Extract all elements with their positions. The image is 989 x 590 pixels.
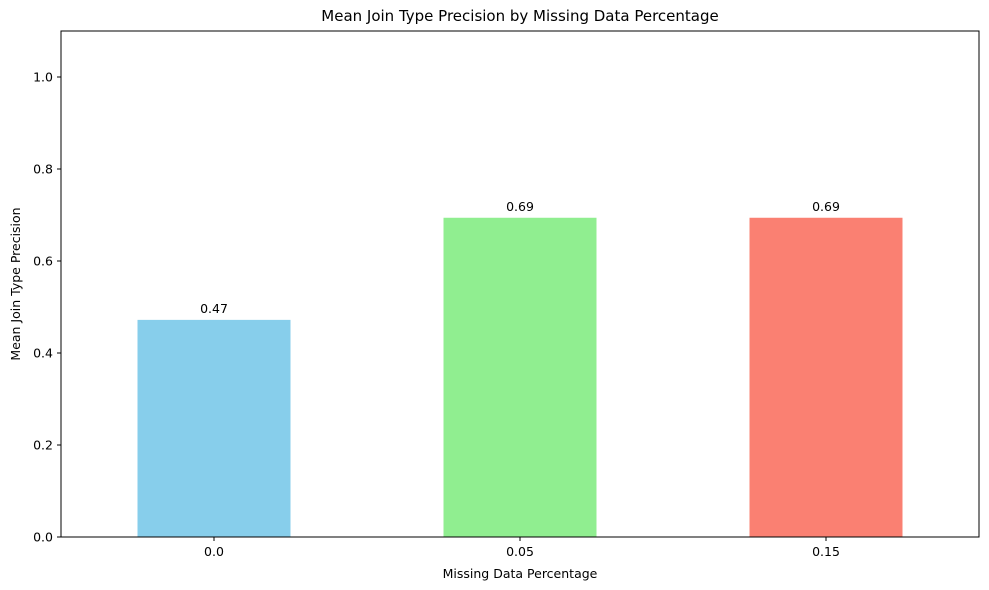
x-tick-label: 0.0 — [204, 544, 224, 559]
x-tick-label: 0.15 — [812, 544, 840, 559]
bar-value-label: 0.69 — [812, 199, 840, 214]
bar-0.0 — [137, 319, 291, 537]
x-axis-label: Missing Data Percentage — [443, 566, 598, 581]
y-axis: 0.0 0.2 0.4 0.6 0.8 1.0 — [33, 70, 61, 545]
plot-area: 0.47 0.69 0.69 — [60, 30, 980, 538]
bar-0.05 — [443, 217, 597, 537]
y-tick-label: 1.0 — [33, 70, 53, 85]
y-tick-label: 0.4 — [33, 346, 53, 361]
y-tick-label: 0.8 — [33, 162, 53, 177]
bar-value-label: 0.69 — [506, 199, 534, 214]
chart-title: Mean Join Type Precision by Missing Data… — [321, 7, 718, 25]
bar-0.15 — [749, 217, 903, 537]
bar-value-label: 0.47 — [200, 301, 228, 316]
y-tick-label: 0.0 — [33, 530, 53, 545]
y-axis-label: Mean Join Type Precision — [8, 207, 23, 360]
y-tick-label: 0.6 — [33, 254, 53, 269]
bar-series — [137, 217, 903, 537]
bar-value-labels: 0.47 0.69 0.69 — [200, 199, 840, 316]
y-tick-label: 0.2 — [33, 438, 53, 453]
x-tick-label: 0.05 — [506, 544, 534, 559]
x-axis: 0.0 0.05 0.15 — [204, 537, 840, 559]
